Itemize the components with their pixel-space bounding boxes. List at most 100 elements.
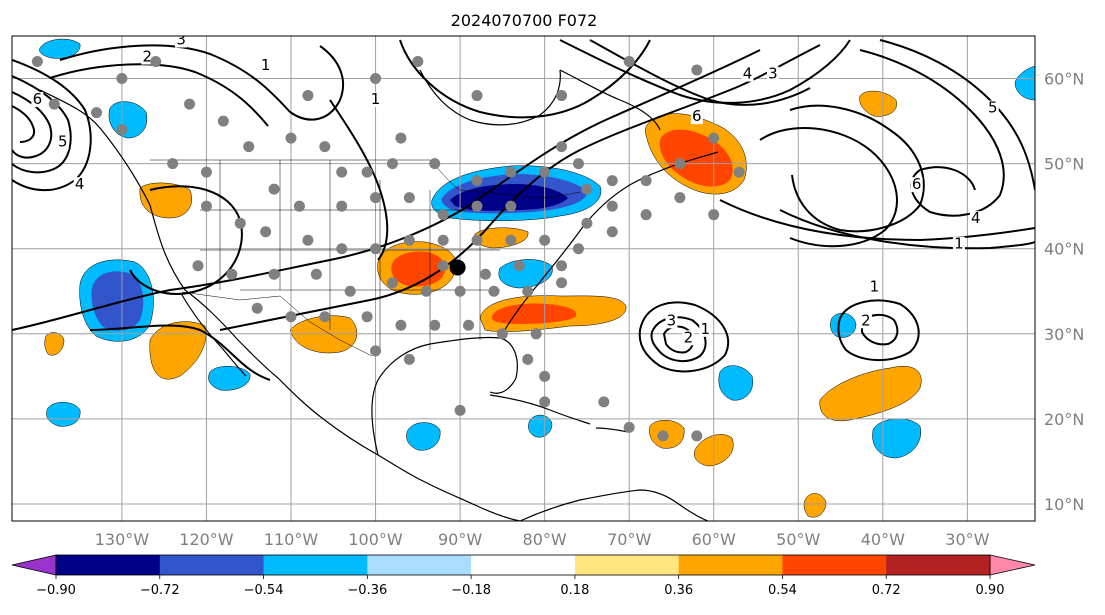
colorbar-frame [55,554,991,576]
contour-label-bg [690,109,703,125]
contour-label-bg [868,279,881,295]
colorbar-bin [782,555,887,575]
anomaly-blob-midwest-core [391,251,446,287]
contour-label: 1 [261,56,271,74]
contour-label: 4 [971,209,981,227]
contour-label: 3 [176,31,186,49]
station-point [395,319,407,331]
station-point [513,260,525,272]
anomaly-blob-pacific-sw-core [91,271,144,331]
anomaly-blob-16 [208,366,251,391]
contour-9 [759,126,898,248]
station-point [606,200,618,212]
colorbar-label: −0.54 [244,583,284,598]
colorbar: −0.90 −0.72 −0.54 −0.36 −0.18 0.18 0.36 0.54 0.7… [11,554,1036,598]
colorbar-label: 0.72 [872,583,901,598]
contour-label-bg [741,66,754,82]
contour-8 [789,104,925,233]
colorbar-label: 0.18 [560,583,589,598]
station-point [691,64,703,76]
station-point [522,285,534,297]
coastline-north-america-west [39,89,521,521]
contour-2 [89,324,271,381]
station-point [522,353,534,365]
station-point [539,370,551,382]
station-point [395,132,407,144]
lon-label: 130°W [95,530,150,549]
coastline-baja [181,294,247,377]
contour-10 [719,199,1035,242]
station-point [556,260,568,272]
contour-label-bg [766,66,779,82]
contour-12 [638,301,730,373]
contour-label: 3 [768,65,778,83]
station-point [285,132,297,144]
anomaly-blob-18 [46,402,81,427]
station-point [336,243,348,255]
colorbar-label: 0.54 [768,583,797,598]
colorbar-bin [574,555,680,575]
contour-6 [879,39,1035,191]
station-point [217,115,229,127]
station-point [691,430,703,442]
contour-label: 5 [58,133,68,151]
colorbar-bin [56,555,161,575]
station-point [479,268,491,280]
station-point [463,319,475,331]
contour-label: 2 [684,328,694,346]
map-title: 2024070700 F072 [451,11,598,30]
station-point [336,200,348,212]
contour-label-bg [986,100,999,116]
station-point [598,396,610,408]
contour-label: 3 [667,311,677,329]
highlight-point [449,259,466,276]
contour-label: 1 [700,320,710,338]
coastline-hispaniola [595,427,629,433]
station-point [437,209,449,221]
contour-label-bg [910,177,923,193]
lon-label: 120°W [179,530,234,549]
colorbar-bin [159,555,265,575]
coastline-gulf-of-mexico [371,336,518,456]
station-point [454,285,466,297]
station-point [606,226,618,238]
contour-label-bg [175,36,188,48]
station-point [336,166,348,178]
longitude-labels: 130°W 120°W 110°W 100°W 90°W 80°W 70°W 60°W 50°W… [95,530,990,549]
lon-label: 30°W [945,530,989,549]
station-point [505,200,517,212]
station-point [48,98,60,110]
station-point [403,192,415,204]
station-point [234,217,246,229]
station-point [370,243,382,255]
station-point [674,158,686,170]
colorbar-bin [263,555,368,575]
station-point [505,234,517,246]
station-point [268,183,280,195]
colorbar-label: −0.72 [140,583,180,598]
station-point [539,396,551,408]
contour-label: 6 [33,90,43,108]
lat-label: 20°N [1044,410,1084,429]
lon-label: 50°W [776,530,820,549]
station-point [471,200,483,212]
lat-label: 30°N [1044,325,1084,344]
latitude-labels: 60°N 50°N 40°N 30°N 20°N 10°N [1044,70,1084,514]
station-point [370,73,382,85]
colorbar-label: −0.36 [347,583,387,598]
contour-15 [837,299,920,362]
coastline-south-america [519,489,709,521]
anomaly-blob-southeast-core [491,303,577,324]
station-point [302,234,314,246]
station-point [285,311,297,323]
colorbar-label: −0.90 [36,583,76,598]
anomaly-blob-3 [289,315,358,354]
anomaly-blob-7 [859,90,897,117]
station-point [268,268,280,280]
station-point [370,192,382,204]
contour-23 [129,185,243,295]
lon-label: 80°W [523,530,567,549]
colorbar-bin [886,555,991,575]
graticule [12,36,1035,521]
station-point [539,166,551,178]
